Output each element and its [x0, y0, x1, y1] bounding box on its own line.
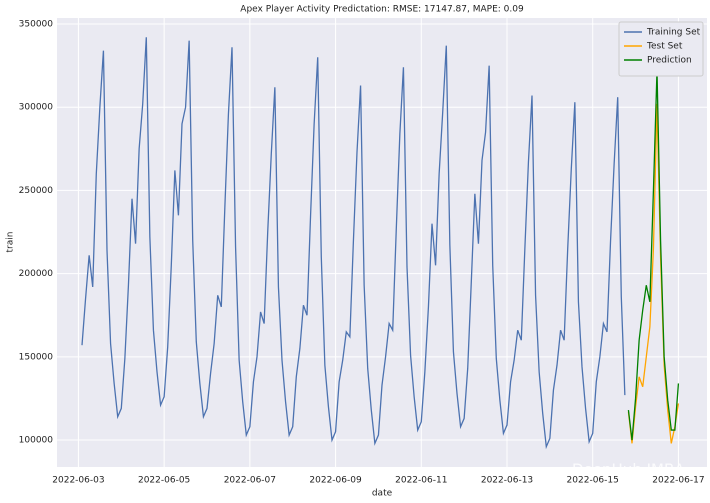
- y-tick-label: 250000: [19, 186, 54, 196]
- legend-label: Test Set: [646, 42, 683, 52]
- y-tick-label: 300000: [19, 103, 54, 113]
- chart-title: Apex Player Activity Predictation: RMSE:…: [240, 5, 524, 15]
- x-tick-label: 2022-06-07: [224, 476, 276, 486]
- data-line: [627, 70, 680, 441]
- watermark: DeepHub IMBA: [572, 461, 685, 479]
- y-tick-label: 150000: [19, 352, 54, 362]
- x-tick-label: 2022-06-03: [52, 476, 104, 486]
- y-tick-label: 200000: [19, 269, 54, 279]
- x-tick-label: 2022-06-15: [567, 476, 619, 486]
- y-tick-label: 100000: [19, 436, 54, 446]
- y-tick-label: 350000: [19, 19, 54, 29]
- x-tick-label: 2022-06-09: [309, 476, 362, 486]
- x-tick-label: 2022-06-11: [395, 476, 447, 486]
- data-line: [627, 103, 680, 444]
- x-axis-label: date: [372, 489, 393, 499]
- legend-label: Prediction: [647, 56, 692, 66]
- x-tick-label: 2022-06-05: [138, 476, 190, 486]
- y-axis-label: train: [6, 232, 16, 253]
- legend: Training Set Test Set Prediction: [618, 21, 704, 77]
- x-tick-label: 2022-06-13: [481, 476, 533, 486]
- legend-box: [618, 21, 704, 77]
- data-line: [81, 37, 626, 450]
- x-tick-label: 2022-06-17: [652, 476, 704, 486]
- plot-area: [57, 18, 707, 467]
- legend-label: Training Set: [646, 28, 701, 38]
